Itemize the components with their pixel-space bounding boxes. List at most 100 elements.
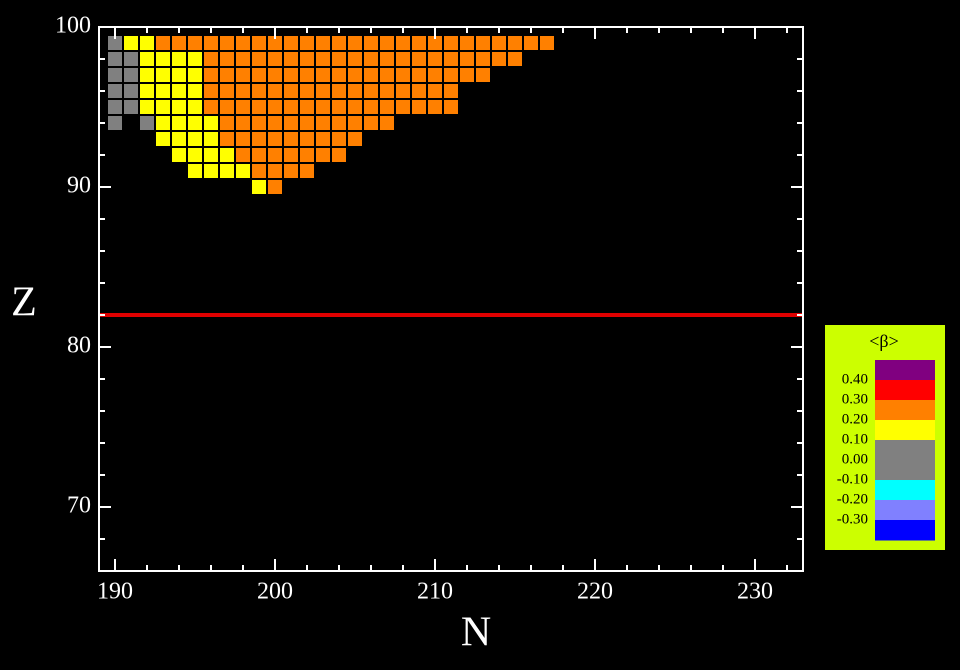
cell [396,36,410,50]
colorbar-swatch [875,420,935,441]
cell [412,68,426,82]
cell [188,36,202,50]
cell [284,164,298,178]
cell [460,52,474,66]
cell [412,100,426,114]
cell [124,52,138,66]
cell [204,84,218,98]
cell [444,100,458,114]
cell [348,116,362,130]
cell [396,52,410,66]
cell [284,68,298,82]
cell [476,68,490,82]
cell [540,36,554,50]
cell [332,116,346,130]
cell [348,132,362,146]
cell [364,100,378,114]
cell [268,84,282,98]
cell [204,164,218,178]
y-tick-label: 80 [67,333,91,359]
cell [332,84,346,98]
colorbar-swatch [875,380,935,401]
cell [364,116,378,130]
cell [124,68,138,82]
cell [300,148,314,162]
cell [204,148,218,162]
cell [492,36,506,50]
cell [300,132,314,146]
cell [300,116,314,130]
cell [332,148,346,162]
cell [108,116,122,130]
colorbar-swatch [875,360,935,381]
cell [316,132,330,146]
cell [316,116,330,130]
cell [236,100,250,114]
cell [140,68,154,82]
cell [316,36,330,50]
cell [380,100,394,114]
cell [172,52,186,66]
cell [108,100,122,114]
cell [252,36,266,50]
plot-frame [98,26,804,572]
cell [348,36,362,50]
cell [124,100,138,114]
cell [220,52,234,66]
cell [156,84,170,98]
cell [172,84,186,98]
cell [252,132,266,146]
y-axis-label: Z [11,280,37,326]
cell [284,116,298,130]
colorbar-label: 0.30 [842,391,868,407]
cell [252,68,266,82]
cell [444,36,458,50]
cell [188,84,202,98]
cell [524,36,538,50]
cell [412,52,426,66]
cell [252,164,266,178]
cell [284,148,298,162]
y-tick-label: 100 [55,13,91,39]
cell [412,36,426,50]
cell [204,100,218,114]
cell [236,52,250,66]
cell [348,84,362,98]
cell [140,84,154,98]
cell [268,148,282,162]
cell [316,84,330,98]
cell [188,100,202,114]
cell [140,100,154,114]
cell [284,52,298,66]
colorbar-label: 0.40 [842,371,868,387]
cell [492,52,506,66]
cell [108,68,122,82]
colorbar-swatch [875,500,935,521]
colorbar-swatch [875,440,935,461]
cell [220,148,234,162]
cell [396,68,410,82]
cell [156,36,170,50]
cell [204,36,218,50]
cell [156,116,170,130]
colorbar-label: 0.00 [842,451,868,467]
cell [188,116,202,130]
cell [476,52,490,66]
cell [188,164,202,178]
cell [284,100,298,114]
cell [364,36,378,50]
cell [204,116,218,130]
cell [444,84,458,98]
cell [188,148,202,162]
colorbar-swatch [875,520,935,541]
cell [268,68,282,82]
cell [172,36,186,50]
cell [204,52,218,66]
x-tick-label: 200 [257,579,293,605]
cell [428,52,442,66]
cell [284,36,298,50]
cell [316,68,330,82]
x-tick-label: 230 [737,579,773,605]
cell [300,164,314,178]
